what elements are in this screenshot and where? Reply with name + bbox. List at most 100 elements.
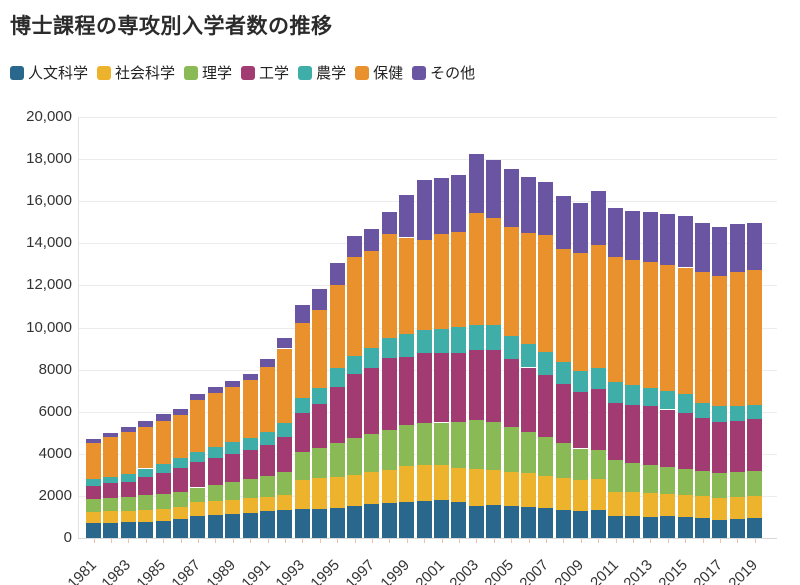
bar-segment-2000-5[interactable] (416, 240, 432, 330)
legend-item-3[interactable]: 工学 (241, 62, 289, 83)
bar-segment-2010-6[interactable] (590, 191, 606, 245)
bar-segment-2018-4[interactable] (729, 406, 745, 421)
bar-segment-2015-4[interactable] (677, 393, 693, 413)
bar-segment-2008-4[interactable] (555, 362, 571, 385)
bar-segment-2008-1[interactable] (555, 478, 571, 510)
bar-segment-2009-6[interactable] (573, 203, 589, 254)
bar-segment-1998-0[interactable] (381, 503, 397, 538)
bar-segment-2005-4[interactable] (503, 335, 519, 359)
bar-segment-1997-1[interactable] (364, 472, 380, 505)
bar-segment-1990-1[interactable] (242, 498, 258, 513)
bar-segment-1993-3[interactable] (294, 413, 310, 452)
bar-segment-2018-0[interactable] (729, 519, 745, 538)
bar-segment-1998-1[interactable] (381, 470, 397, 504)
bar-segment-1993-0[interactable] (294, 509, 310, 538)
bar-segment-1982-1[interactable] (103, 511, 119, 523)
bar-segment-1987-4[interactable] (190, 451, 206, 463)
bar-segment-1990-2[interactable] (242, 479, 258, 499)
bar-segment-2002-6[interactable] (451, 175, 467, 233)
bar-segment-2008-3[interactable] (555, 384, 571, 444)
bar-segment-2002-3[interactable] (451, 352, 467, 422)
bar-segment-2015-2[interactable] (677, 468, 693, 495)
bar-segment-1993-5[interactable] (294, 323, 310, 399)
bar-segment-2009-4[interactable] (573, 370, 589, 392)
bar-segment-2012-0[interactable] (625, 516, 641, 538)
bar-segment-1989-5[interactable] (225, 386, 241, 443)
bar-segment-2018-5[interactable] (729, 272, 745, 406)
bar-segment-1986-3[interactable] (173, 467, 188, 492)
bar-segment-1981-5[interactable] (86, 443, 101, 480)
bar-segment-1991-0[interactable] (260, 510, 275, 538)
bar-segment-2014-0[interactable] (660, 516, 676, 538)
bar-segment-1985-5[interactable] (155, 420, 171, 464)
bar-segment-1988-3[interactable] (207, 458, 223, 485)
bar-segment-2009-1[interactable] (573, 480, 589, 511)
bar-segment-1993-1[interactable] (294, 480, 310, 510)
bar-segment-2004-6[interactable] (486, 160, 502, 219)
bar-segment-1999-0[interactable] (399, 501, 415, 538)
bar-segment-2006-0[interactable] (521, 506, 536, 538)
bar-segment-1995-2[interactable] (329, 443, 345, 477)
bar-segment-2008-2[interactable] (555, 443, 571, 479)
bar-segment-1982-2[interactable] (103, 497, 119, 511)
bar-segment-2013-3[interactable] (642, 406, 658, 466)
bar-segment-1987-5[interactable] (190, 400, 206, 452)
bar-segment-2001-5[interactable] (434, 233, 449, 329)
bar-segment-2002-1[interactable] (451, 468, 467, 503)
bar-segment-1999-1[interactable] (399, 466, 415, 502)
bar-segment-1989-4[interactable] (225, 442, 241, 454)
bar-segment-2005-0[interactable] (503, 505, 519, 538)
bar-segment-2014-3[interactable] (660, 409, 676, 467)
bar-segment-1982-4[interactable] (103, 476, 119, 484)
bar-segment-2015-3[interactable] (677, 412, 693, 469)
bar-segment-1997-0[interactable] (364, 504, 380, 538)
bar-segment-2007-2[interactable] (538, 437, 554, 476)
bar-segment-1999-2[interactable] (399, 425, 415, 466)
bar-segment-1992-3[interactable] (277, 437, 293, 472)
bar-segment-1982-6[interactable] (103, 432, 119, 437)
bar-segment-2003-1[interactable] (468, 469, 484, 506)
bar-segment-1998-4[interactable] (381, 337, 397, 359)
bar-segment-2006-1[interactable] (521, 473, 536, 507)
bar-segment-2000-3[interactable] (416, 353, 432, 424)
bar-segment-2019-1[interactable] (747, 495, 763, 519)
bar-segment-2004-3[interactable] (486, 350, 502, 422)
bar-segment-1999-3[interactable] (399, 357, 415, 425)
bar-segment-1997-6[interactable] (364, 228, 380, 251)
bar-segment-1986-0[interactable] (173, 519, 188, 538)
bar-segment-2004-4[interactable] (486, 325, 502, 350)
bar-segment-1985-2[interactable] (155, 494, 171, 510)
bar-segment-2004-2[interactable] (486, 421, 502, 470)
bar-segment-2010-3[interactable] (590, 388, 606, 450)
bar-segment-2015-1[interactable] (677, 495, 693, 517)
bar-segment-2005-1[interactable] (503, 471, 519, 506)
bar-segment-2012-1[interactable] (625, 492, 641, 516)
bar-segment-1989-2[interactable] (225, 482, 241, 500)
bar-segment-2006-2[interactable] (521, 431, 536, 474)
bar-segment-1986-4[interactable] (173, 458, 188, 468)
bar-segment-1993-4[interactable] (294, 398, 310, 414)
bar-segment-2014-2[interactable] (660, 466, 676, 495)
bar-segment-1984-4[interactable] (138, 468, 154, 477)
bar-segment-2005-6[interactable] (503, 168, 519, 227)
bar-segment-1984-2[interactable] (138, 495, 154, 510)
bar-segment-2009-3[interactable] (573, 391, 589, 449)
bar-segment-1999-5[interactable] (399, 237, 415, 335)
bar-segment-2008-5[interactable] (555, 249, 571, 363)
bar-segment-2010-0[interactable] (590, 510, 606, 538)
bar-segment-2007-5[interactable] (538, 235, 554, 352)
bar-segment-2018-6[interactable] (729, 224, 745, 273)
bar-segment-1997-4[interactable] (364, 348, 380, 369)
bar-segment-1982-5[interactable] (103, 437, 119, 477)
legend-item-6[interactable]: その他 (412, 62, 475, 83)
bar-segment-2017-0[interactable] (712, 520, 728, 538)
bar-segment-2018-3[interactable] (729, 421, 745, 472)
bar-segment-2011-0[interactable] (608, 515, 623, 538)
bar-segment-1996-2[interactable] (347, 438, 362, 475)
bar-segment-2003-2[interactable] (468, 420, 484, 469)
bar-segment-1987-6[interactable] (190, 394, 206, 400)
bar-segment-1983-0[interactable] (120, 522, 136, 538)
bar-segment-2002-4[interactable] (451, 327, 467, 353)
bar-segment-2004-0[interactable] (486, 505, 502, 538)
bar-segment-2012-5[interactable] (625, 260, 641, 386)
